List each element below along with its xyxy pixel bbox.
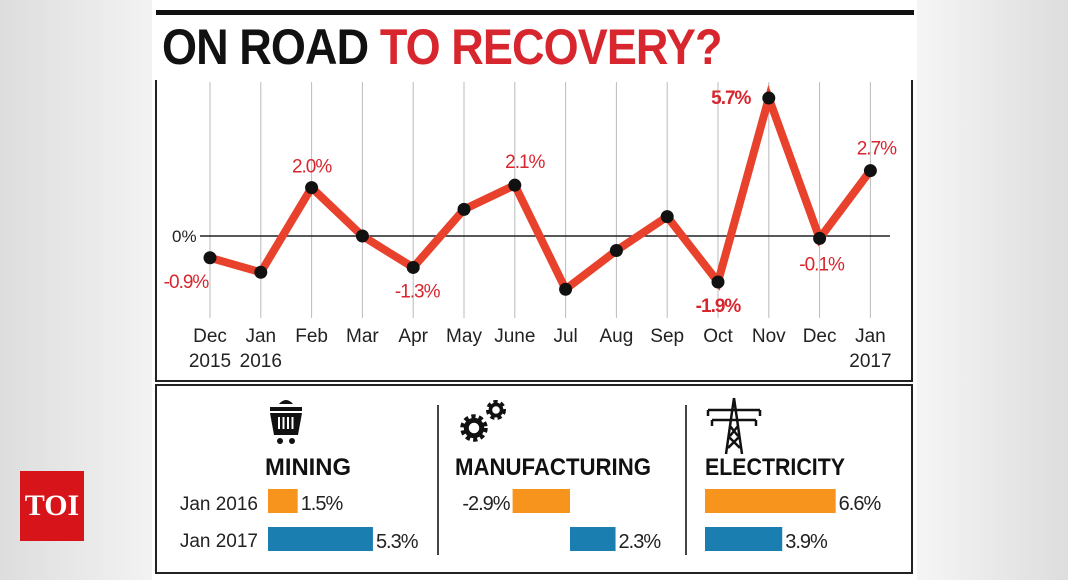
headline-part2: TO RECOVERY?	[379, 19, 723, 75]
bar-mining-0	[268, 489, 298, 513]
x-tick-label: June	[494, 326, 535, 347]
data-label: -0.1%	[799, 254, 845, 275]
x-tick-label: Aug	[599, 326, 633, 347]
zero-label: 0%	[172, 227, 197, 246]
x-tick-label: Apr	[398, 326, 428, 347]
bar-value-label: 3.9%	[785, 531, 828, 553]
x-tick-label: Jul	[553, 326, 577, 347]
x-tick-label: Dec	[803, 326, 837, 347]
gear	[488, 402, 504, 418]
data-point	[305, 181, 319, 195]
bar-mining-1	[268, 527, 373, 551]
wheel	[277, 438, 283, 444]
manufacturing-heading: MANUFACTURING	[455, 454, 651, 481]
mining-heading: MINING	[265, 454, 351, 481]
data-point	[406, 260, 420, 274]
x-tick-label: May	[446, 326, 482, 347]
x-tick-label: Nov	[752, 326, 786, 347]
gear	[463, 417, 485, 439]
coal-shape	[279, 400, 293, 404]
data-point	[508, 178, 522, 192]
data-point	[559, 282, 573, 296]
data-label: 2.1%	[505, 152, 545, 173]
bar-manufacturing-1	[570, 527, 616, 551]
data-point	[660, 210, 674, 224]
data-point	[355, 229, 369, 243]
data-point	[711, 275, 725, 289]
series-line	[208, 84, 874, 296]
line-chart-frame	[155, 80, 913, 382]
data-point	[203, 251, 217, 265]
data-point	[254, 265, 268, 279]
bar-value-label: 5.3%	[376, 531, 419, 553]
bar-value-label: -2.9%	[462, 493, 510, 515]
tower-lines	[708, 397, 760, 455]
gear-teeth	[486, 400, 506, 420]
cart-rim	[270, 407, 302, 411]
chart-canvas: 0% -0.9% 2.0% -1.3% 2.1% -1.9% 5.7% -0.1% 2.7% De…	[164, 82, 898, 555]
data-point	[457, 202, 471, 216]
cart-slot	[278, 417, 280, 429]
x-tick-label: Dec	[193, 326, 227, 347]
bar-electricity-0	[705, 489, 836, 513]
power-tower-icon	[706, 397, 762, 455]
x-tick-label: Jan	[855, 326, 886, 347]
infographic: ON ROAD TO RECOVERY? 0% -0.9% 2.0% -1.3% 2.1…	[152, 0, 917, 580]
mining-cart-icon	[270, 400, 302, 444]
gears-icon	[460, 400, 506, 442]
x-tick-label-year: 2015	[189, 351, 231, 372]
x-tick-label: Feb	[295, 326, 328, 347]
data-point	[813, 231, 827, 245]
x-tick-label: Mar	[346, 326, 379, 347]
electricity-heading: ELECTRICITY	[705, 454, 845, 481]
sector-panel-frame	[155, 384, 913, 574]
x-tick-label: Jan	[245, 326, 276, 347]
bar-value-label: 6.6%	[839, 493, 882, 515]
headline: ON ROAD TO RECOVERY?	[162, 18, 722, 76]
data-label: -0.9%	[164, 272, 210, 293]
bar-value-label: 2.3%	[619, 531, 662, 553]
data-label: 2.7%	[857, 139, 897, 160]
x-tick-label-year: 2016	[240, 351, 282, 372]
data-point	[609, 244, 623, 258]
legend-jan-2016: Jan 2016	[180, 494, 258, 515]
data-point	[863, 164, 877, 178]
data-label: 2.0%	[292, 157, 332, 178]
bar-manufacturing-0	[512, 489, 570, 513]
x-tick-label-year: 2017	[849, 351, 891, 372]
data-label: 5.7%	[711, 88, 751, 109]
toi-logo: TOI	[20, 471, 84, 541]
x-tick-label: Oct	[703, 326, 733, 347]
cart-slot	[287, 417, 289, 429]
bar-value-label: 1.5%	[301, 493, 344, 515]
cart-slot	[291, 417, 294, 429]
data-label: -1.3%	[395, 281, 441, 302]
data-point	[762, 91, 776, 105]
headline-part1: ON ROAD	[162, 19, 369, 75]
wheel	[289, 438, 295, 444]
top-rule	[156, 10, 914, 15]
x-tick-label: Sep	[650, 326, 684, 347]
gear-teeth	[460, 414, 488, 442]
cart-body	[270, 413, 302, 435]
data-label: -1.9%	[696, 296, 742, 317]
insulators	[706, 410, 762, 426]
bar-electricity-1	[705, 527, 783, 551]
cart-slot	[282, 417, 285, 429]
legend-jan-2017: Jan 2017	[180, 531, 258, 552]
